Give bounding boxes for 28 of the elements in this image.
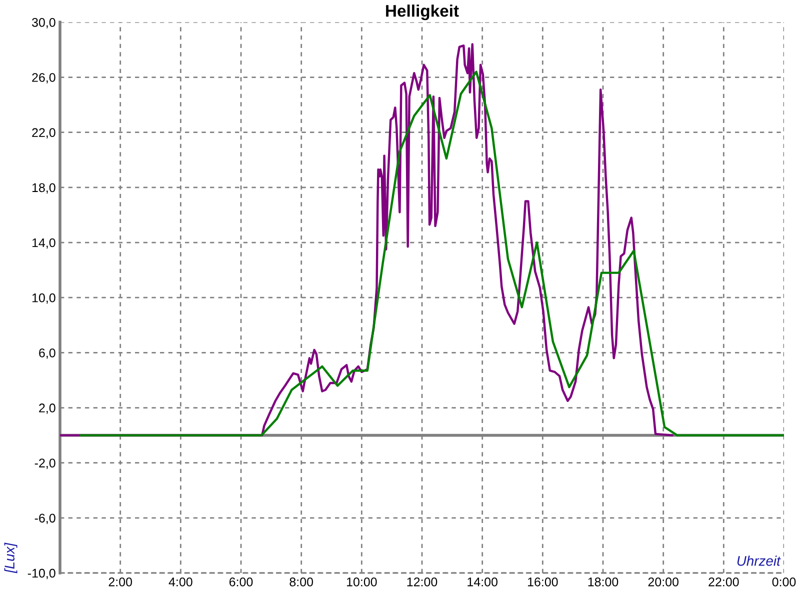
- y-tick-label: -10,0: [28, 568, 56, 580]
- chart-title: Helligkeit: [386, 4, 459, 20]
- y-tick-label: 18,0: [32, 183, 56, 194]
- y-tick-label: 6,0: [39, 348, 56, 359]
- line-series: [79, 70, 784, 436]
- x-tick-label: 14:00: [468, 577, 498, 586]
- x-tick-label: 0:00: [772, 577, 796, 586]
- y-tick-label: 14,0: [32, 238, 56, 249]
- y-tick-label: 2,0: [39, 404, 56, 414]
- x-tick-label: 4:00: [168, 577, 192, 586]
- x-tick-label: 12:00: [407, 577, 438, 586]
- x-tick-label: 22:00: [708, 577, 739, 586]
- y-axis-title: [Lux]: [4, 542, 18, 574]
- x-tick-label: 20:00: [648, 577, 678, 586]
- y-tick-label: 10,0: [32, 293, 56, 304]
- y-tick-label: 30,0: [32, 18, 56, 28]
- x-axis-title: Uhrzeit: [737, 556, 781, 566]
- x-tick-label: 2:00: [108, 577, 132, 586]
- y-tick-label: -6,0: [34, 514, 56, 524]
- x-tick-label: 10:00: [346, 577, 377, 586]
- x-tick-label: 8:00: [290, 577, 314, 586]
- x-tick-label: 6:00: [229, 577, 253, 586]
- y-tick-label: 26,0: [32, 73, 56, 84]
- x-tick-label: 18:00: [588, 577, 618, 586]
- line-series: [60, 43, 674, 436]
- y-tick-label: -2,0: [34, 458, 56, 469]
- x-tick-label: 16:00: [528, 577, 558, 586]
- y-tick-label: 22,0: [32, 128, 56, 138]
